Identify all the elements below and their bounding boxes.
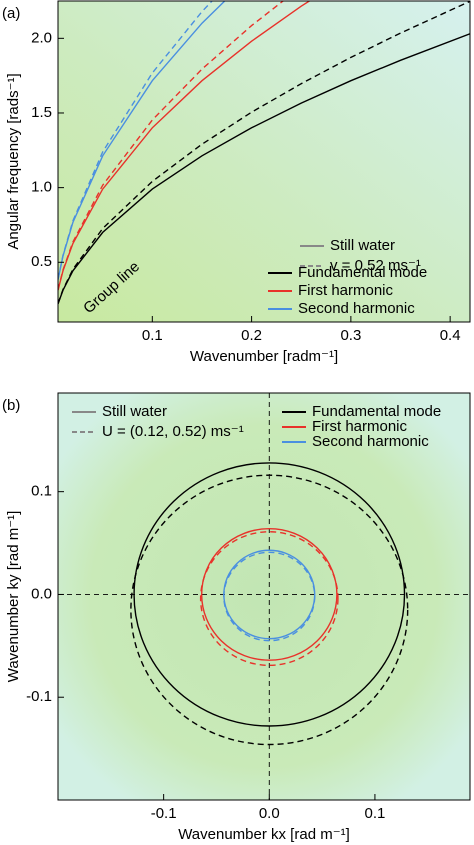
wave-circle (130, 474, 409, 746)
y-tick-label: 1.5 (31, 104, 52, 121)
legend-label: Second harmonic (298, 300, 415, 317)
wave-circle (199, 531, 339, 667)
y-tick-label: 1.0 (31, 179, 52, 196)
plot-frame (57, 0, 471, 323)
legend-label: First harmonic (312, 418, 408, 435)
plot-background (58, 393, 470, 800)
y-tick-label: 0.5 (31, 253, 52, 270)
wave-circle (133, 462, 406, 727)
x-tick-label: 0.3 (340, 327, 361, 344)
legend-label: v = 0.52 ms⁻¹ (330, 257, 421, 274)
panel-label: (b) (2, 397, 20, 414)
y-tick-label: 0.0 (31, 585, 52, 602)
y-tick-label: 0.1 (31, 483, 52, 500)
dispersion-curve (58, 1, 285, 290)
dispersion-curve (58, 1, 311, 291)
x-axis-label: Wavenumber kx [rad m⁻¹] (178, 826, 350, 843)
x-tick-label: 0.0 (259, 805, 280, 822)
plot-area (58, 393, 470, 800)
plot-background (58, 1, 470, 322)
legend-label: Fundamental mode (298, 264, 427, 281)
x-tick-label: -0.1 (151, 805, 177, 822)
x-tick-label: 0.1 (364, 805, 385, 822)
plot-area (58, 1, 470, 305)
dispersion-curve (58, 1, 226, 280)
wave-circle (200, 527, 338, 661)
legend-label: Still water (330, 237, 395, 254)
legend-label: First harmonic (298, 282, 394, 299)
dispersion-curve (58, 33, 470, 305)
wave-circle (223, 551, 316, 642)
legend-label: Fundamental mode (312, 403, 441, 420)
x-axis-label: Wavenumber [radm⁻¹] (190, 348, 338, 365)
y-axis-label: Angular frequency [rads⁻¹] (5, 73, 22, 249)
x-tick-label: 0.4 (440, 327, 461, 344)
x-tick-label: 0.2 (241, 327, 262, 344)
legend-label: Second harmonic (312, 433, 429, 450)
x-tick-label: 0.1 (142, 327, 163, 344)
y-tick-label: -0.1 (26, 688, 52, 705)
plot-frame (57, 392, 471, 801)
panel-label: (a) (2, 5, 20, 22)
legend-label: Still water (102, 403, 167, 420)
y-axis-label: Wavenumber ky [rad m⁻¹] (5, 511, 22, 683)
y-tick-label: 2.0 (31, 29, 52, 46)
legend-label: U = (0.12, 0.52) ms⁻¹ (102, 423, 244, 440)
